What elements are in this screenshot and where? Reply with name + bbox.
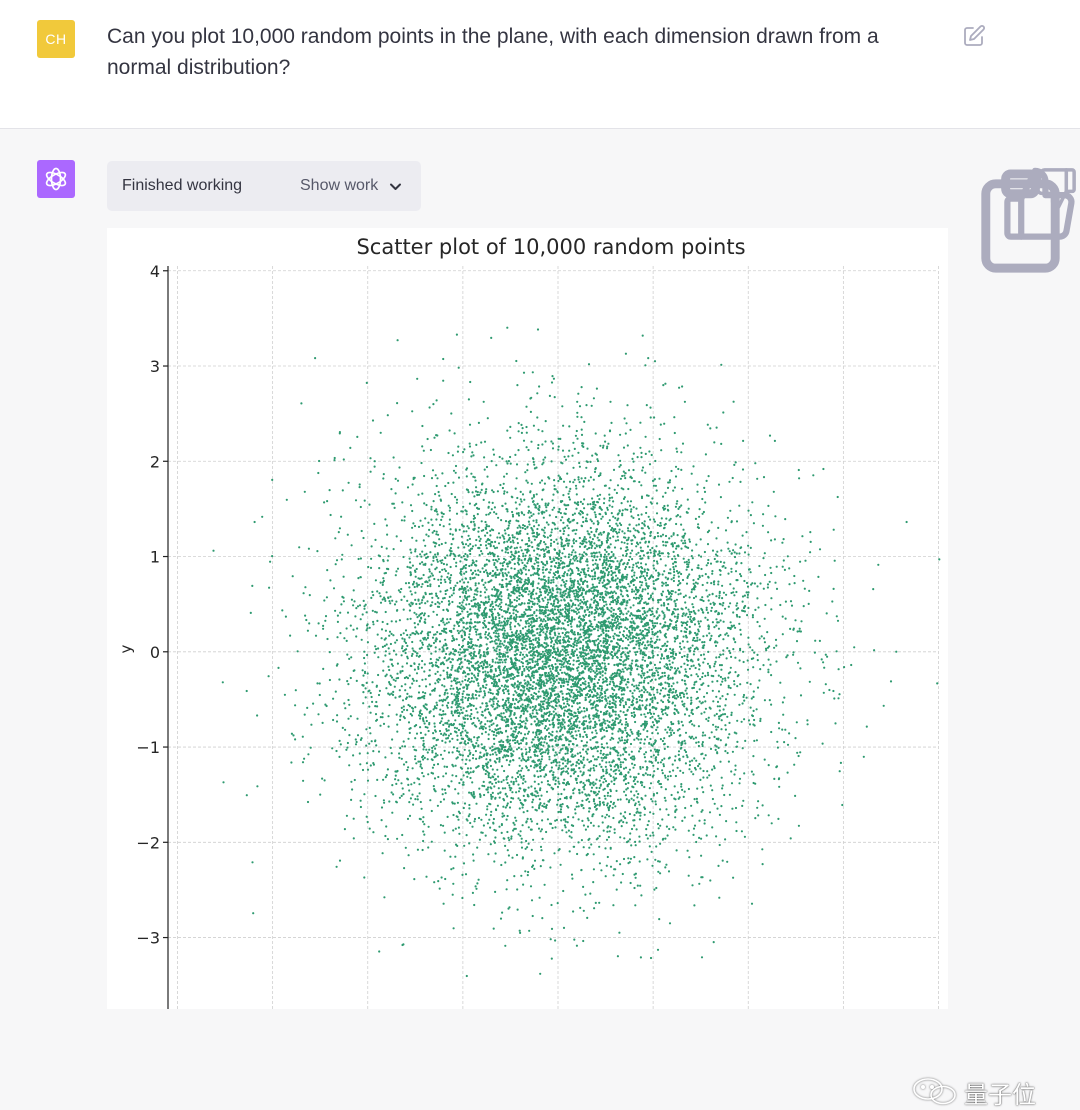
user-message-row: CH Can you plot 10,000 random points in … bbox=[0, 0, 1080, 129]
finished-working-label: Finished working bbox=[122, 177, 243, 194]
scatter-plot: 4 3 2 1 0 −1 −2 −3 Scatter plot of 10,000 rando… bbox=[107, 228, 948, 1009]
edit-icon[interactable] bbox=[962, 24, 986, 48]
user-message-text: Can you plot 10,000 random points in the… bbox=[107, 25, 879, 79]
chevron-down-icon[interactable] bbox=[388, 179, 403, 194]
assistant-avatar bbox=[37, 160, 75, 198]
y-tick-label: 1 bbox=[150, 548, 160, 567]
y-tick-label: 4 bbox=[150, 262, 160, 281]
scatter-plot-canvas: 4 3 2 1 0 −1 −2 −3 Scatter plot of 10,000 rando… bbox=[117, 235, 941, 1009]
y-axis-label: y bbox=[117, 644, 135, 653]
assistant-message-row: Finished working Show work 4 3 2 1 0 −1 −2 −3 S… bbox=[0, 129, 1080, 1109]
user-avatar: CH bbox=[37, 20, 75, 58]
show-work-button[interactable]: Show work bbox=[300, 177, 379, 194]
openai-logo-icon bbox=[45, 167, 67, 191]
watermark: 量子位 bbox=[912, 1074, 1036, 1110]
watermark-text: 量子位 bbox=[964, 1081, 1036, 1109]
y-tick-label: 0 bbox=[150, 643, 160, 662]
y-ticks: 4 3 2 1 0 −1 −2 −3 bbox=[136, 262, 168, 948]
y-tick-label: −3 bbox=[136, 929, 160, 948]
thumbs-down-icon[interactable] bbox=[1033, 164, 1080, 211]
finished-working-panel: Finished working Show work bbox=[107, 161, 421, 211]
y-tick-label: −1 bbox=[136, 738, 160, 757]
scatter-points bbox=[212, 326, 941, 978]
y-tick-label: −2 bbox=[136, 833, 160, 852]
wechat-icon bbox=[913, 1078, 956, 1105]
chart-title: Scatter plot of 10,000 random points bbox=[356, 235, 745, 259]
y-tick-label: 3 bbox=[150, 357, 160, 376]
y-tick-label: 2 bbox=[150, 452, 160, 471]
scatter-point-set bbox=[212, 326, 941, 978]
